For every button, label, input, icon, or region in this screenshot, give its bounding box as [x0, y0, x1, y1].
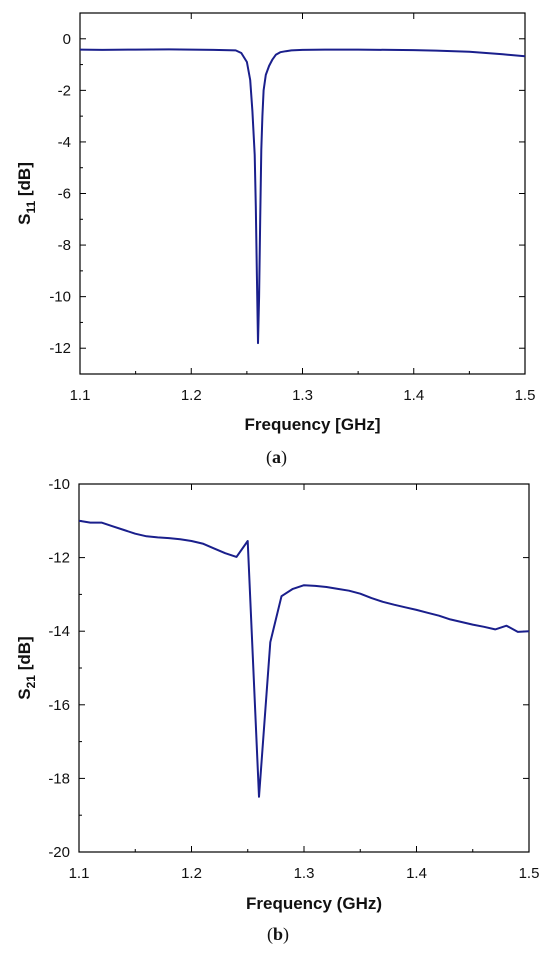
y-axis-title-main: S — [15, 214, 34, 225]
x-tick-label: 1.2 — [181, 387, 202, 404]
panel-caption: (b) — [267, 924, 289, 945]
series-line — [78, 519, 530, 798]
y-tick-label: -4 — [58, 134, 71, 151]
x-tick-label: 1.2 — [181, 865, 202, 882]
x-tick-label: 1.4 — [406, 865, 427, 882]
y-tick-label: -12 — [48, 550, 70, 567]
y-tick-label: -14 — [48, 623, 70, 640]
y-axis-title: S11 [dB] — [15, 162, 38, 225]
y-tick-label: -10 — [49, 289, 71, 306]
plot-frame — [79, 12, 526, 375]
y-tick-label: -8 — [58, 237, 71, 254]
y-axis-title-subscript: 21 — [24, 675, 38, 689]
x-axis-title: Frequency [GHz] — [244, 415, 380, 434]
y-tick-label: -20 — [48, 844, 70, 861]
y-tick-label: -2 — [58, 82, 71, 99]
y-tick-label: 0 — [63, 31, 71, 48]
x-tick-label: 1.5 — [515, 387, 536, 404]
panel-caption: (a) — [266, 447, 287, 468]
y-tick-label: -6 — [58, 186, 71, 203]
y-axis-title: S21 [dB] — [15, 636, 38, 699]
x-tick-label: 1.1 — [69, 865, 90, 882]
plot-frame — [78, 483, 530, 853]
x-tick-label: 1.1 — [70, 387, 91, 404]
y-tick-label: -12 — [49, 340, 71, 357]
x-tick-label: 1.4 — [403, 387, 424, 404]
y-axis-title-subscript: 11 — [24, 201, 38, 214]
chart-panel-a: 1.1 1.2 1.3 1.4 1.5 0 -2 -4 -6 -8 -10 -12 Frequency … — [15, 12, 536, 468]
x-tick-label: 1.3 — [292, 387, 313, 404]
x-axis-title: Frequency (GHz) — [246, 894, 382, 913]
x-tick-label: 1.3 — [294, 865, 315, 882]
series-line — [79, 48, 526, 345]
y-axis-title-unit: [dB] — [15, 162, 34, 201]
y-tick-label: -10 — [48, 476, 70, 493]
y-axis-title-unit: [dB] — [15, 636, 34, 675]
y-axis-title-main: S — [15, 688, 34, 699]
y-tick-label: -16 — [48, 697, 70, 714]
x-tick-label: 1.5 — [519, 865, 540, 882]
chart-panel-b: 1.1 1.2 1.3 1.4 1.5 -10 -12 -14 -16 -18 -20 Frequen… — [15, 476, 539, 945]
y-tick-label: -18 — [48, 770, 70, 787]
